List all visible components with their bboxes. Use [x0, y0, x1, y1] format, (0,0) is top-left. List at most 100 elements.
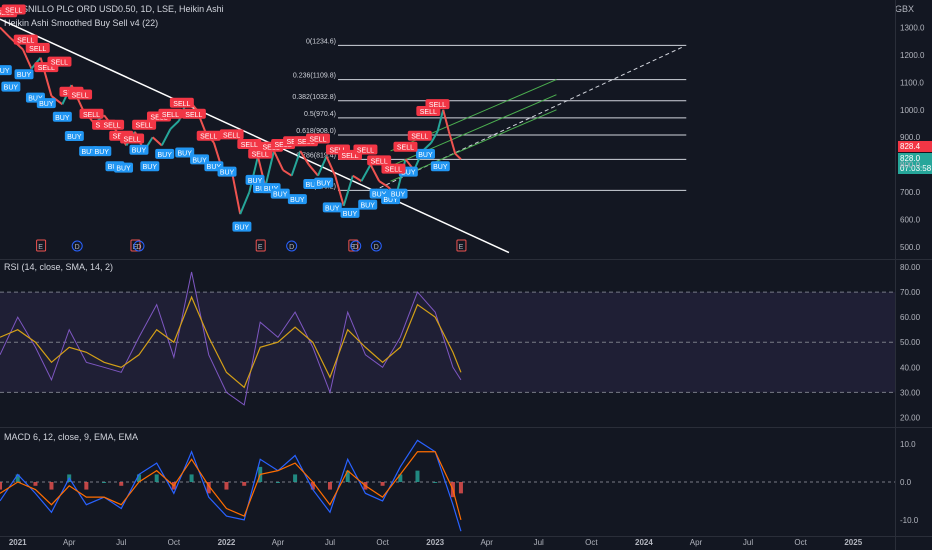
event-label: D	[374, 244, 379, 251]
sell-signal-label: SELL	[263, 145, 280, 152]
event-label: E	[38, 244, 43, 251]
price-axis-tick: 1000.0	[900, 106, 925, 115]
price-segment	[325, 156, 337, 177]
sell-signal-label: SELL	[104, 123, 121, 130]
sell-signal-label: SELL	[252, 152, 269, 159]
sell-signal	[381, 163, 406, 174]
buy-signal	[14, 69, 34, 80]
price-segment	[342, 175, 354, 207]
sell-signal-label: SELL	[341, 153, 358, 160]
sell-signal-label: SELL	[241, 142, 258, 149]
earnings-event-icon	[130, 239, 141, 252]
sell-signal-label: SELL	[397, 145, 414, 152]
buy-signal-label: BUY	[55, 115, 70, 122]
symbol-title: FRESNILLO PLC ORD USD0.50, 1D, LSE, Heik…	[4, 4, 224, 14]
time-axis-tick: Oct	[794, 538, 807, 547]
macd-histogram-bar	[136, 474, 141, 482]
price-segment	[21, 48, 33, 70]
rsi-axis-tick: 80.00	[900, 263, 921, 272]
countdown-box: 07:03:58	[898, 163, 932, 174]
time-axis-tick: Oct	[376, 538, 389, 547]
fib-level-label: 0.382(1032.8)	[292, 94, 336, 101]
sell-signal-label: SELL	[371, 158, 388, 165]
sell-signal-label: SELL	[124, 136, 141, 143]
sell-signal	[13, 34, 38, 45]
sell-signal	[132, 119, 157, 130]
macd-histogram-bar	[49, 482, 54, 490]
sell-signal	[100, 119, 125, 130]
sell-signal	[353, 144, 378, 155]
macd-histogram-bar	[84, 482, 89, 490]
sell-signal	[237, 138, 262, 149]
macd-histogram-bar	[206, 482, 211, 494]
channel-line	[390, 94, 557, 167]
sell-signal	[425, 99, 450, 110]
sell-signal	[196, 130, 221, 141]
price-segment	[442, 109, 450, 132]
close-price-box: 828.4	[898, 141, 932, 152]
buy-signal	[217, 166, 237, 177]
sell-signal-label: SELL	[51, 60, 68, 67]
macd-histogram-bar	[458, 482, 463, 494]
buy-signal-label: BUY	[306, 182, 321, 189]
sell-signal-label: SELL	[17, 38, 34, 45]
sell-signal-label: SELL	[297, 139, 314, 146]
sell-signal-label: SELL	[38, 65, 55, 72]
price-segment	[0, 26, 12, 40]
time-axis-tick: Apr	[272, 538, 285, 547]
sell-signal	[158, 108, 183, 119]
sell-signal-label: SELL	[162, 112, 179, 119]
earnings-event-icon	[348, 239, 359, 252]
event-label: E	[258, 244, 263, 251]
buy-signal	[340, 207, 360, 218]
sell-signal	[1, 4, 26, 15]
buy-signal-label: BUY	[343, 211, 358, 218]
sell-signal	[219, 129, 244, 140]
time-axis-tick: Apr	[690, 538, 703, 547]
buy-signal	[287, 194, 307, 205]
buy-signal-label: BUY	[143, 164, 158, 171]
buy-signal-label: BUY	[28, 96, 43, 103]
buy-signal	[314, 177, 334, 188]
time-axis-tick: 2024	[635, 538, 653, 547]
sell-signal-label: SELL	[173, 101, 190, 108]
time-axis-tick: 2022	[218, 538, 236, 547]
buy-signal	[1, 81, 21, 92]
price-segment	[282, 169, 293, 177]
earnings-event-icon	[255, 239, 266, 252]
sell-signal-label: SELL	[185, 112, 202, 119]
projection-dashed-line	[373, 46, 684, 192]
event-label: D	[136, 244, 141, 251]
event-label: E	[133, 244, 138, 251]
sell-signal-label: SELL	[385, 167, 402, 174]
sell-signal-label: SELL	[309, 136, 326, 143]
time-axis-tick: Apr	[63, 538, 76, 547]
sell-signal	[25, 42, 50, 53]
macd-histogram-bar	[345, 470, 350, 482]
buy-signal	[358, 199, 378, 210]
sell-signal-label: SELL	[411, 134, 428, 141]
buy-signal-label: BUY	[325, 205, 340, 212]
buy-signal-label: BUY	[17, 72, 32, 79]
price-segment	[360, 164, 372, 182]
price-segment	[248, 156, 259, 193]
price-axis-tick: 900.0	[900, 133, 921, 142]
price-segment	[160, 128, 172, 146]
buy-signal	[92, 146, 112, 157]
price-segment	[169, 120, 180, 130]
fib-level-label: 0.5(970.4)	[304, 111, 336, 118]
buy-signal-label: BUY	[433, 164, 448, 171]
price-segment	[299, 150, 310, 166]
event-label: E	[351, 244, 356, 251]
buy-signal-label: BUY	[391, 192, 406, 199]
sell-signal	[79, 108, 104, 119]
price-axis-tick: 1100.0	[900, 78, 924, 87]
dividend-event-icon	[370, 240, 382, 252]
price-segment	[264, 150, 275, 187]
sell-signal-label: SELL	[136, 123, 153, 130]
buy-signal	[0, 65, 12, 76]
buy-signal-label: BUY	[4, 85, 19, 92]
buy-signal	[190, 154, 210, 165]
macd-histogram-bar	[224, 482, 229, 490]
